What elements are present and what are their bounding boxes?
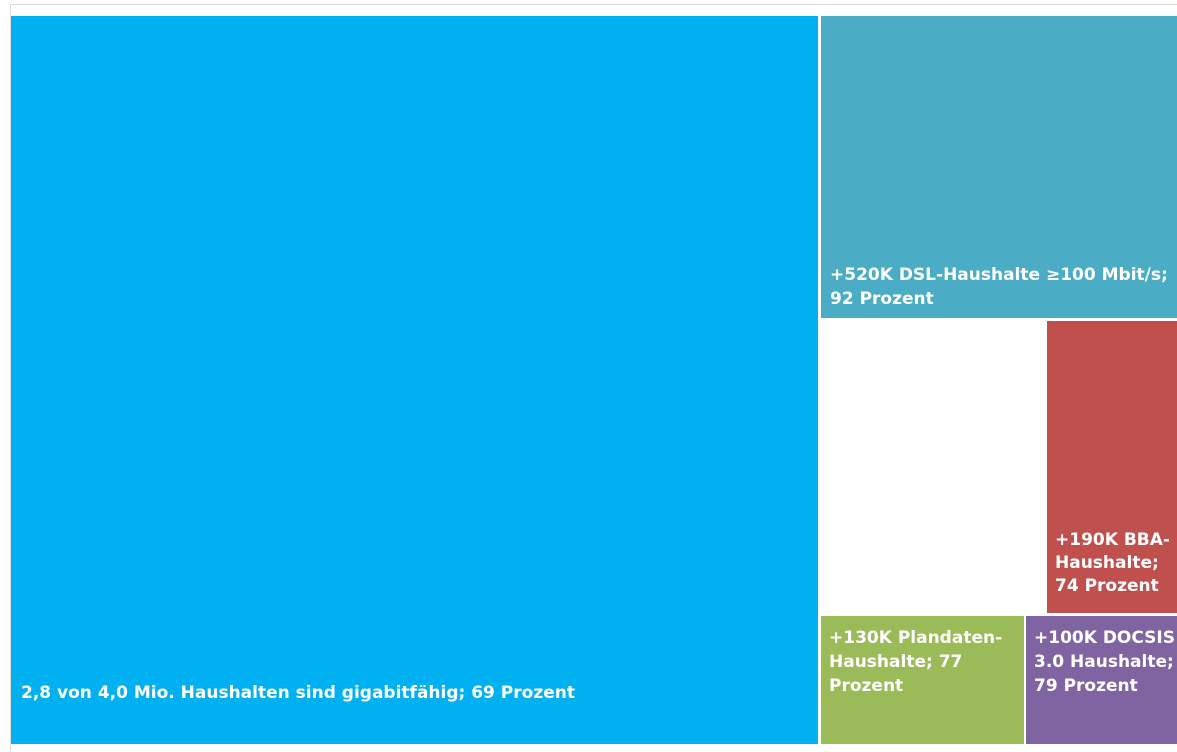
- tile-docsis: +100K DOCSIS 3.0 Haushalte; 79 Prozent: [1026, 616, 1177, 744]
- tile-label-plandaten-line-2: Prozent: [829, 676, 903, 696]
- tile-label-plandaten-line-0: +130K Plandaten-: [829, 628, 1002, 648]
- tile-dsl: +520K DSL-Haushalte ≥100 Mbit/s; 92 Proze…: [821, 16, 1177, 318]
- tile-label-bba-line-1: Haushalte;: [1055, 553, 1159, 573]
- tile-label-docsis-line-0: +100K DOCSIS: [1034, 628, 1175, 648]
- tile-label-dsl-line-1: 92 Prozent: [830, 289, 934, 309]
- tile-rect-plandaten: [821, 616, 1024, 744]
- tile-bba: +190K BBA- Haushalte; 74 Prozent: [1047, 321, 1177, 613]
- tile-gigabit: 2,8 von 4,0 Mio. Haushalten sind gigabit…: [11, 16, 818, 744]
- tile-plandaten: +130K Plandaten- Haushalte; 77 Prozent: [821, 616, 1024, 744]
- tile-label-bba-line-0: +190K BBA-: [1055, 530, 1170, 550]
- tile-label-docsis-line-2: 79 Prozent: [1034, 676, 1138, 696]
- tile-label-dsl-line-0: +520K DSL-Haushalte ≥100 Mbit/s;: [830, 265, 1168, 285]
- tile-label-gigabit-line-0: 2,8 von 4,0 Mio. Haushalten sind gigabit…: [21, 683, 575, 703]
- tile-label-plandaten-line-1: Haushalte; 77: [829, 652, 962, 672]
- tile-rect-docsis: [1026, 616, 1177, 744]
- tile-rect-bba: [1047, 321, 1177, 613]
- tile-rect-gigabit: [11, 16, 818, 744]
- tile-label-docsis-line-1: 3.0 Haushalte;: [1034, 652, 1174, 672]
- tile-rect-dsl: [821, 16, 1177, 318]
- tile-label-bba-line-2: 74 Prozent: [1055, 576, 1159, 596]
